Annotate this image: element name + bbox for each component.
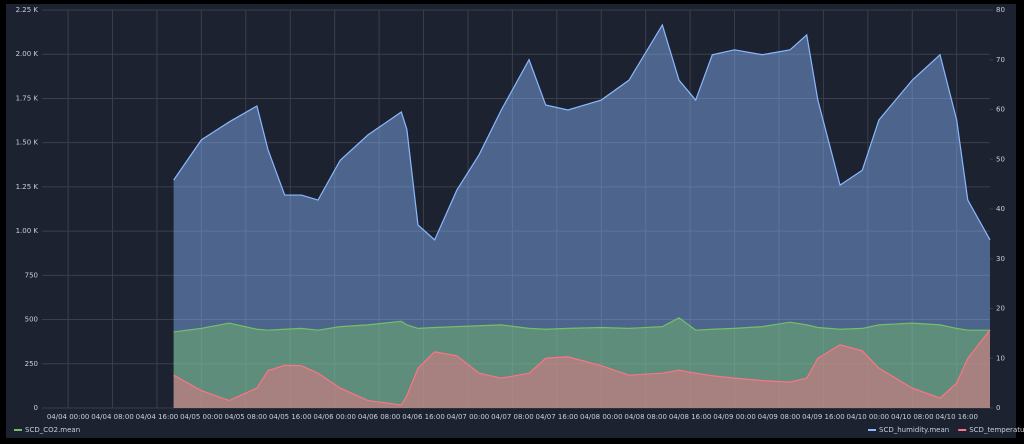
x-tick-label: 04/08 00:00 (580, 413, 623, 421)
y2-tick-label: 70 (996, 56, 1005, 64)
x-tick-label: 04/07 16:00 (536, 413, 579, 421)
x-tick-label: 04/05 08:00 (225, 413, 268, 421)
y-tick-label: 1.25 K (16, 183, 39, 191)
x-tick-label: 04/05 16:00 (269, 413, 312, 421)
legend-item: SCD_humidity.mean (868, 426, 949, 434)
x-tick-label: 04/10 08:00 (891, 413, 934, 421)
x-tick-label: 04/04 08:00 (91, 413, 134, 421)
x-tick-label: 04/07 08:00 (491, 413, 534, 421)
y-tick-label: 2.00 K (16, 50, 39, 58)
x-tick-label: 04/10 16:00 (935, 413, 978, 421)
y-tick-label: 2.25 K (16, 6, 39, 14)
legend-item: SCD_temperature.mean (958, 426, 1024, 434)
y-tick-label: 250 (25, 360, 38, 368)
x-tick-label: 04/08 16:00 (669, 413, 712, 421)
x-tick-label: 04/06 00:00 (313, 413, 356, 421)
x-tick-label: 04/09 00:00 (713, 413, 756, 421)
x-tick-label: 04/08 08:00 (624, 413, 667, 421)
x-tick-label: 04/06 16:00 (402, 413, 445, 421)
y2-tick-label: 0 (996, 404, 1000, 412)
legend-label: SCD_humidity.mean (879, 426, 949, 434)
y2-tick-label: 50 (996, 155, 1005, 163)
area-fill (173, 329, 991, 408)
y-tick-label: 1.75 K (16, 94, 39, 102)
panel (6, 4, 1016, 438)
area-layer (173, 23, 991, 409)
area-fill (173, 24, 991, 409)
x-tick-label: 04/09 08:00 (758, 413, 801, 421)
legend-label: SCD_CO2.mean (25, 426, 80, 434)
series-line (173, 317, 990, 333)
y-tick-label: 500 (25, 316, 38, 324)
series-line (173, 23, 991, 241)
y2-tick-label: 80 (996, 6, 1005, 14)
x-tick-label: 04/06 08:00 (358, 413, 401, 421)
x-tick-label: 04/04 00:00 (47, 413, 90, 421)
x-tick-label: 04/05 00:00 (180, 413, 223, 421)
y2-tick-label: 10 (996, 354, 1005, 362)
x-tick-label: 04/07 00:00 (447, 413, 490, 421)
y2-tick-label: 40 (996, 205, 1005, 213)
legend-label: SCD_temperature.mean (969, 426, 1024, 434)
area-fill (173, 317, 991, 408)
legend-item: SCD_CO2.mean (14, 426, 80, 434)
x-tick-label: 04/04 16:00 (136, 413, 179, 421)
y-tick-label: 750 (25, 271, 38, 279)
y2-tick-label: 60 (996, 106, 1005, 114)
grid-layer (42, 9, 990, 409)
y-tick-label: 0 (34, 404, 38, 412)
series-line (173, 329, 991, 406)
x-tick-label: 04/09 16:00 (802, 413, 845, 421)
x-tick-label: 04/10 00:00 (847, 413, 890, 421)
y-tick-label: 1.00 K (16, 227, 39, 235)
y-tick-label: 1.50 K (16, 139, 39, 147)
y2-tick-label: 20 (996, 305, 1005, 313)
y2-tick-label: 30 (996, 255, 1005, 263)
